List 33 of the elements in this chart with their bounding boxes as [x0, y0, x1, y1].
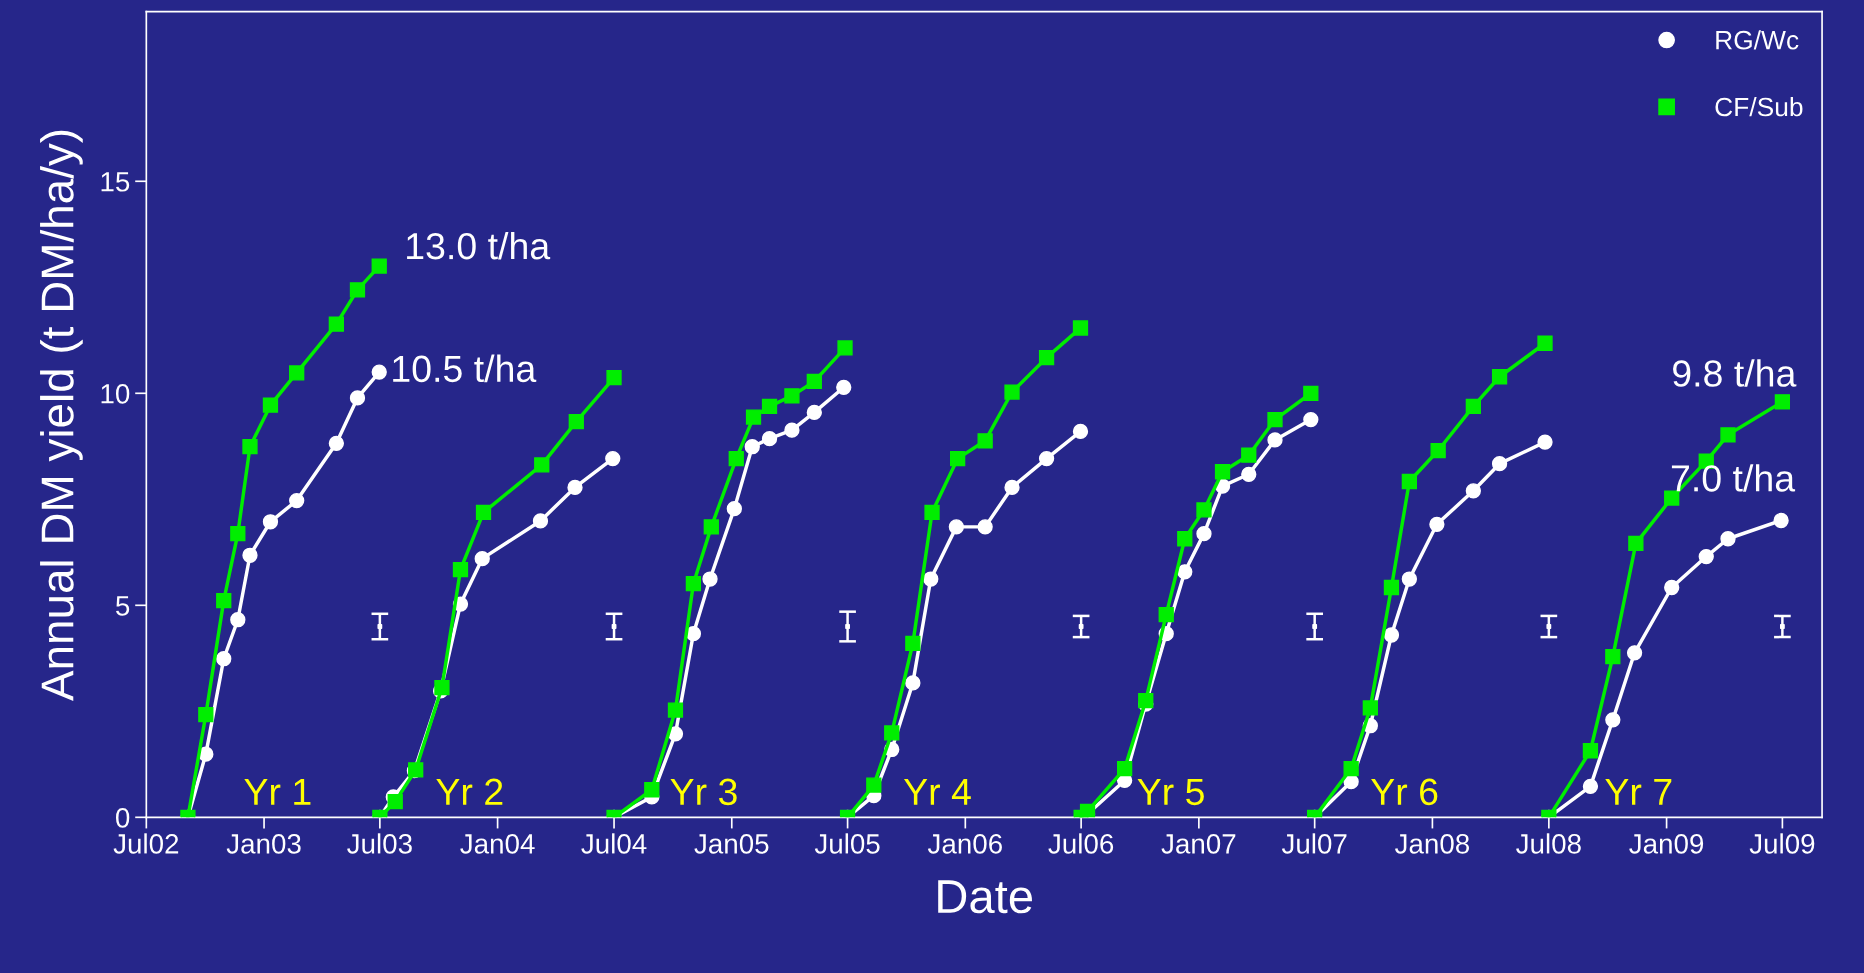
annotation: Yr 4	[903, 779, 971, 805]
x-tick-label: Jan04	[460, 834, 535, 854]
y-tick-label: 5	[116, 596, 130, 616]
y-tick-label: 10	[101, 383, 130, 404]
legend-label: CF/Sub	[1715, 96, 1803, 117]
annotation: Yr 3	[670, 778, 737, 806]
x-tick-label: Jul03	[347, 833, 412, 854]
annotation: 9.8 t/ha	[1673, 359, 1797, 387]
annotation: Yr 2	[436, 778, 503, 805]
x-tick-label: Jul08	[1516, 833, 1581, 854]
y-tick-label: 15	[101, 172, 130, 192]
x-axis-title: Date	[938, 880, 1032, 914]
x-tick-label: Jul04	[581, 833, 647, 854]
x-tick-label: Jul05	[814, 833, 880, 854]
annotation: Yr 5	[1137, 779, 1204, 806]
x-tick-label: Jul09	[1749, 833, 1815, 854]
annotation: 10.5 t/ha	[393, 354, 537, 383]
x-tick-label: Jul02	[113, 833, 179, 854]
annotation: Yr 1	[244, 779, 311, 805]
x-tick-label: Jan05	[694, 834, 769, 854]
y-axis-title: Annual DM yield (t DM/ha/y)	[40, 130, 83, 701]
annotation: Yr 7	[1605, 779, 1672, 805]
x-tick-label: Jul07	[1281, 833, 1347, 854]
x-tick-label: Jan08	[1394, 834, 1470, 854]
x-tick-label: Jan06	[927, 834, 1002, 854]
x-tick-label: Jan03	[226, 834, 301, 854]
annotation: Yr 6	[1371, 778, 1438, 806]
x-tick-label: Jul06	[1048, 833, 1114, 854]
annotation: 13.0 t/ha	[407, 231, 551, 260]
y-tick-label: 0	[115, 807, 130, 828]
legend-label: RG/Wc	[1716, 30, 1799, 50]
x-tick-label: Jan09	[1629, 834, 1704, 854]
x-tick-label: Jan07	[1161, 834, 1236, 854]
